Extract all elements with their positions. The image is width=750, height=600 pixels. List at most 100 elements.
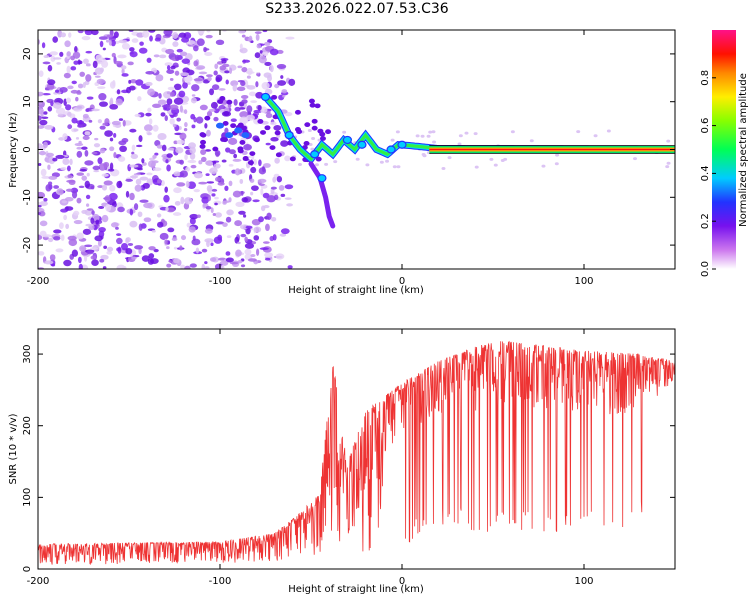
noise-blob [315,156,322,162]
noise-blob [510,130,515,134]
noise-blob [221,59,227,64]
noise-blob [211,84,220,91]
noise-blob [119,145,127,153]
noise-blob [183,128,188,132]
hot-spot [216,122,224,129]
noise-blob [84,149,89,157]
noise-blob [464,131,469,135]
noise-blob [85,194,91,200]
noise-blob [143,202,153,209]
noise-blob [186,40,196,45]
noise-blob [74,45,78,53]
noise-blob [259,247,270,251]
noise-blob [53,229,62,234]
noise-blob [176,48,183,53]
noise-blob [121,73,129,77]
noise-blob [164,239,168,245]
noise-blob [156,213,162,218]
noise-blob [102,47,106,51]
noise-blob [139,41,144,46]
noise-blob [180,264,186,269]
y-tick-label: 0 [22,146,33,152]
noise-blob [420,134,425,138]
noise-blob [56,188,64,196]
noise-blob [254,52,261,59]
noise-blob [116,89,121,95]
noise-blob [224,70,230,74]
noise-blob [94,137,99,141]
hot-spot [234,127,243,134]
noise-blob [165,206,169,212]
noise-blob [253,235,260,241]
noise-blob [204,261,208,265]
x-tick-label: -200 [27,576,50,587]
noise-blob [241,197,248,203]
noise-blob [179,51,188,57]
noise-blob [153,248,159,253]
noise-blob [130,79,137,84]
noise-blob [41,93,51,96]
noise-blob [241,99,248,104]
noise-blob [48,175,58,180]
noise-blob [274,83,280,89]
noise-blob [164,186,168,193]
noise-blob [289,156,296,162]
hot-spot [317,174,327,183]
noise-blob [78,263,83,269]
noise-blob [234,106,241,112]
noise-blob [73,128,79,132]
noise-blob [222,200,230,204]
noise-blob [188,142,196,149]
noise-blob [234,236,240,244]
noise-blob [242,214,247,218]
noise-blob [63,259,72,267]
noise-blob [228,164,234,167]
noise-blob [148,253,155,259]
noise-blob [38,162,42,166]
noise-blob [314,163,319,167]
noise-blob [206,129,211,137]
noise-blob [172,32,179,40]
noise-blob [176,182,186,187]
noise-blob [109,104,119,110]
noise-blob [129,175,139,179]
hot-spot [342,135,352,145]
noise-blob [59,222,64,230]
noise-blob [82,82,86,89]
noise-blob [91,210,95,215]
noise-blob [145,81,153,87]
noise-blob [77,256,82,264]
noise-blob [250,166,257,174]
noise-blob [65,104,72,111]
noise-blob [47,64,53,72]
noise-blob [71,80,77,85]
noise-blob [310,147,315,151]
noise-blob [84,30,93,36]
hot-spot [225,132,234,139]
noise-blob [60,208,68,213]
noise-blob [214,212,222,218]
noise-blob [240,264,246,268]
noise-blob [91,108,100,112]
noise-blob [266,195,276,203]
noise-blob [179,159,184,165]
noise-blob [109,146,115,152]
noise-blob [82,135,90,141]
noise-blob [279,233,287,237]
noise-blob [52,102,62,109]
noise-blob [98,36,109,40]
noise-blob [239,43,243,50]
noise-blob [272,234,277,241]
noise-blob [265,112,273,119]
noise-blob [38,115,42,121]
noise-blob [106,250,113,255]
noise-blob [145,70,155,75]
noise-blob [213,116,219,122]
noise-blob [226,235,232,239]
noise-blob [147,107,152,113]
noise-blob [183,75,193,83]
noise-blob [169,91,175,97]
noise-blob [61,200,68,204]
noise-blob [242,156,249,161]
noise-blob [307,128,312,132]
